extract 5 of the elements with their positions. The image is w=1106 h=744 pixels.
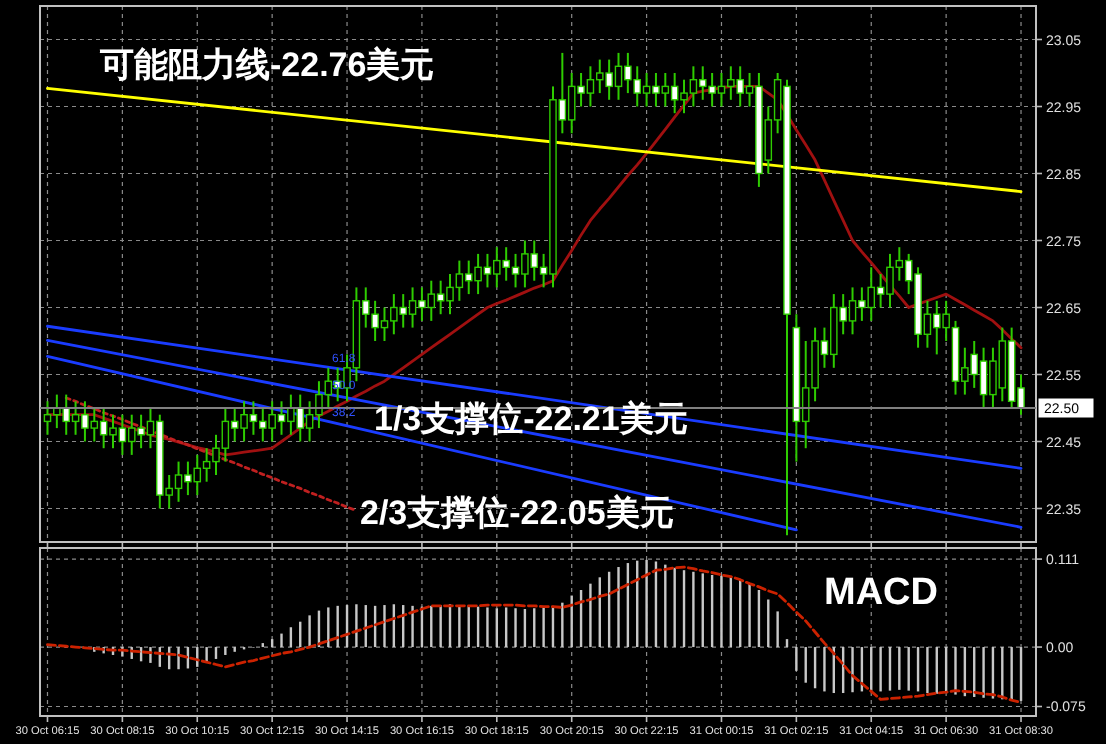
annotation: 可能阻力线-22.76美元 [98,46,435,84]
line-series [46,565,1023,704]
annotation: 2/3支撑位-22.05美元 [360,494,674,532]
line-series [64,396,358,512]
annotation: MACD [824,572,938,614]
